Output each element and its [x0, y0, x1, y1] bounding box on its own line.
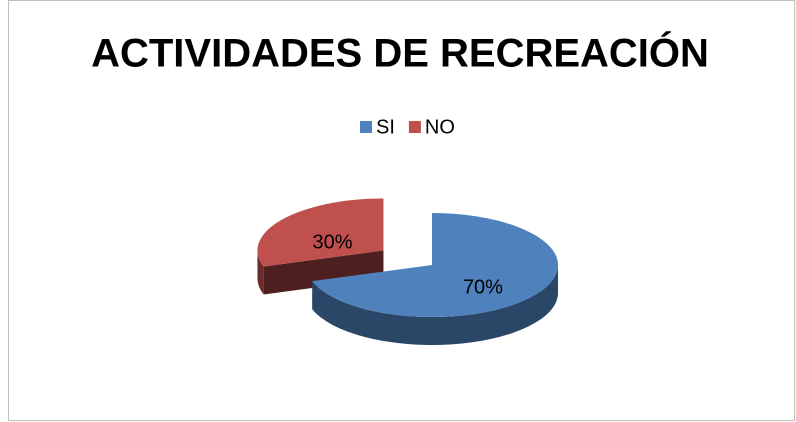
slice — [312, 213, 559, 317]
legend-label: NO — [425, 116, 455, 138]
chart-frame — [8, 0, 795, 421]
data-label: 30% — [312, 231, 352, 253]
chart-title: ACTIVIDADES DE RECREACIÓN — [91, 30, 709, 76]
slice — [257, 198, 384, 267]
slice-side — [257, 250, 264, 295]
legend-swatch — [360, 121, 372, 133]
data-label: 70% — [463, 277, 503, 299]
slice-side — [263, 250, 384, 295]
legend-swatch — [408, 121, 421, 133]
slice-side — [312, 265, 558, 346]
legend-label: SI — [376, 116, 395, 138]
